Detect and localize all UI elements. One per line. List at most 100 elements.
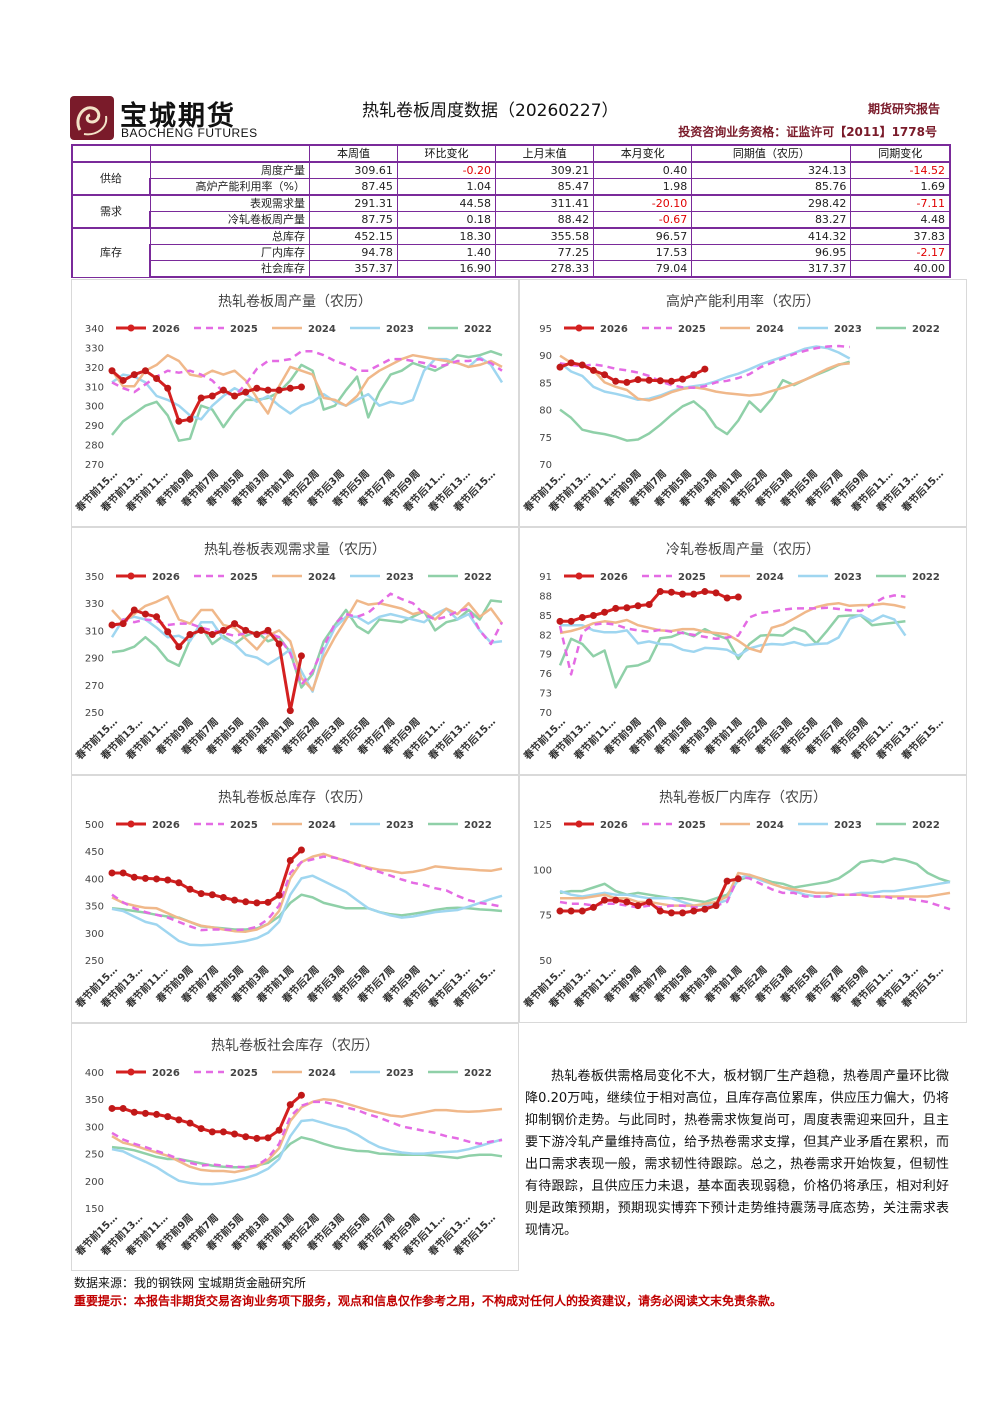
- series-line-2024: [560, 871, 951, 907]
- y-tick-label: 500: [85, 820, 104, 831]
- series-line-2025: [558, 594, 906, 676]
- y-tick-label: 200: [85, 1177, 104, 1188]
- data-point-2026: [690, 907, 698, 915]
- data-point-2026: [297, 846, 305, 854]
- y-tick-label: 125: [533, 820, 552, 831]
- y-tick-label: 250: [85, 708, 104, 719]
- legend-label: 2024: [308, 324, 336, 335]
- data-point-2026: [275, 1126, 283, 1134]
- table-cell: 452.15: [309, 227, 398, 245]
- chart-title: 热轧卷板表观需求量（农历）: [204, 542, 386, 558]
- data-point-2026: [667, 377, 675, 385]
- legend-label: 2026: [152, 820, 180, 831]
- chart-svg: 冷轧卷板周产量（农历）7073767982858891春节前15…春节前13…春…: [521, 542, 946, 762]
- table-cell: 309.21: [495, 161, 595, 179]
- data-point-2026: [679, 590, 687, 598]
- legend-label: 2026: [600, 324, 628, 335]
- series-line-2023: [111, 874, 503, 947]
- data-point-2026: [197, 626, 205, 634]
- data-point-2026: [219, 1128, 227, 1136]
- legend-label: 2024: [756, 820, 784, 831]
- y-tick-label: 250: [85, 1150, 104, 1161]
- chart-panel-hrc-demand: 热轧卷板表观需求量（农历） 250 270 290 310 330 350 春节前15… 春节前…: [71, 527, 519, 775]
- y-tick-label: 350: [85, 902, 104, 913]
- series-line-2026: [112, 848, 303, 905]
- data-point-2026: [690, 371, 698, 379]
- data-point-2026: [275, 640, 283, 648]
- data-point-2026: [164, 628, 172, 636]
- table-cell: 18.30: [396, 227, 497, 245]
- data-point-2026: [645, 376, 653, 384]
- y-tick-label: 76: [539, 669, 552, 680]
- data-point-2026: [634, 902, 642, 910]
- legend-label: 2026: [152, 572, 180, 583]
- y-tick-label: 73: [539, 689, 552, 700]
- table-row: 需求 表观需求量 291.31 44.58 311.41 -20.10 298.42 -7.1…: [71, 194, 952, 229]
- y-tick-label: 90: [539, 351, 552, 362]
- chart-title: 热轧卷板总库存（农历）: [218, 790, 372, 806]
- y-tick-label: 310: [85, 382, 104, 393]
- data-point-2026: [656, 377, 664, 385]
- data-point-2026: [253, 630, 261, 638]
- table-cell: -14.52: [850, 161, 952, 179]
- table-cell: 96.95: [691, 244, 852, 261]
- data-point-2026: [667, 909, 675, 917]
- data-point-2026: [208, 392, 216, 400]
- data-point-2026: [231, 392, 239, 400]
- table-cell: 311.41: [495, 194, 595, 212]
- data-point-2026: [634, 602, 642, 610]
- data-point-2026: [175, 643, 183, 651]
- data-point-2026: [589, 366, 597, 374]
- data-point-2026: [297, 383, 305, 391]
- data-point-2026: [264, 386, 272, 394]
- data-point-2026: [253, 1134, 261, 1142]
- legend-label: 2025: [678, 324, 706, 335]
- y-tick-label: 50: [539, 956, 552, 967]
- y-tick-label: 300: [85, 929, 104, 940]
- data-point-2026: [634, 376, 642, 384]
- table-cell: 291.31: [309, 194, 398, 212]
- y-tick-label: 350: [85, 1095, 104, 1106]
- table-category: 供给: [71, 161, 151, 196]
- data-point-2026: [275, 891, 283, 899]
- table-item-label: 总库存: [149, 227, 310, 245]
- data-point-2026: [175, 417, 183, 425]
- table-cell: 1.04: [396, 178, 497, 196]
- table-cell: 77.25: [495, 244, 595, 261]
- y-tick-label: 82: [539, 630, 552, 641]
- license-text: 投资咨询业务资格：证监许可【2011】1778号: [678, 125, 937, 139]
- data-point-2026: [130, 873, 138, 881]
- y-tick-label: 300: [85, 402, 104, 413]
- table-cell: 83.27: [691, 211, 852, 229]
- data-point-2026: [108, 1104, 116, 1112]
- data-point-2026: [286, 384, 294, 392]
- data-point-2026: [690, 590, 698, 598]
- series-line-2025: [111, 592, 504, 687]
- table-row: 社会库存 357.37 16.90 278.33 79.04 317.37 40.00: [72, 260, 952, 278]
- legend-label: 2024: [308, 820, 336, 831]
- chart-title: 热轧卷板厂内库存（农历）: [659, 790, 827, 806]
- data-point-2026: [197, 394, 205, 402]
- data-point-2026: [119, 1104, 127, 1112]
- data-point-2026: [141, 874, 149, 882]
- series-line-2024: [111, 595, 504, 692]
- table-cell: 44.58: [396, 194, 497, 212]
- data-point-2026: [153, 1110, 161, 1118]
- chart-svg: 热轧卷板总库存（农历）250300350400450500春节前15…春节前13…: [73, 790, 503, 1010]
- legend-label: 2025: [678, 820, 706, 831]
- data-point-2026: [297, 652, 305, 660]
- data-point-2026: [712, 902, 720, 910]
- chart-title: 热轧卷板社会库存（农历）: [211, 1038, 379, 1054]
- data-point-2026: [623, 378, 631, 386]
- data-point-2026: [253, 899, 261, 907]
- chart-panel-plant-inventory: 热轧卷板厂内库存（农历） 50 75 100 125 春节前15… 春节前13… 春节前11……: [519, 775, 967, 1023]
- y-tick-label: 250: [85, 956, 104, 967]
- series-line-2024: [110, 353, 503, 415]
- table-cell: -0.20: [396, 161, 497, 179]
- data-point-2026: [186, 630, 194, 638]
- y-tick-label: 340: [85, 324, 104, 335]
- table-cell: 94.78: [309, 244, 398, 261]
- data-point-2026: [701, 905, 709, 913]
- logo-emblem: [70, 96, 114, 140]
- data-point-2026: [153, 375, 161, 383]
